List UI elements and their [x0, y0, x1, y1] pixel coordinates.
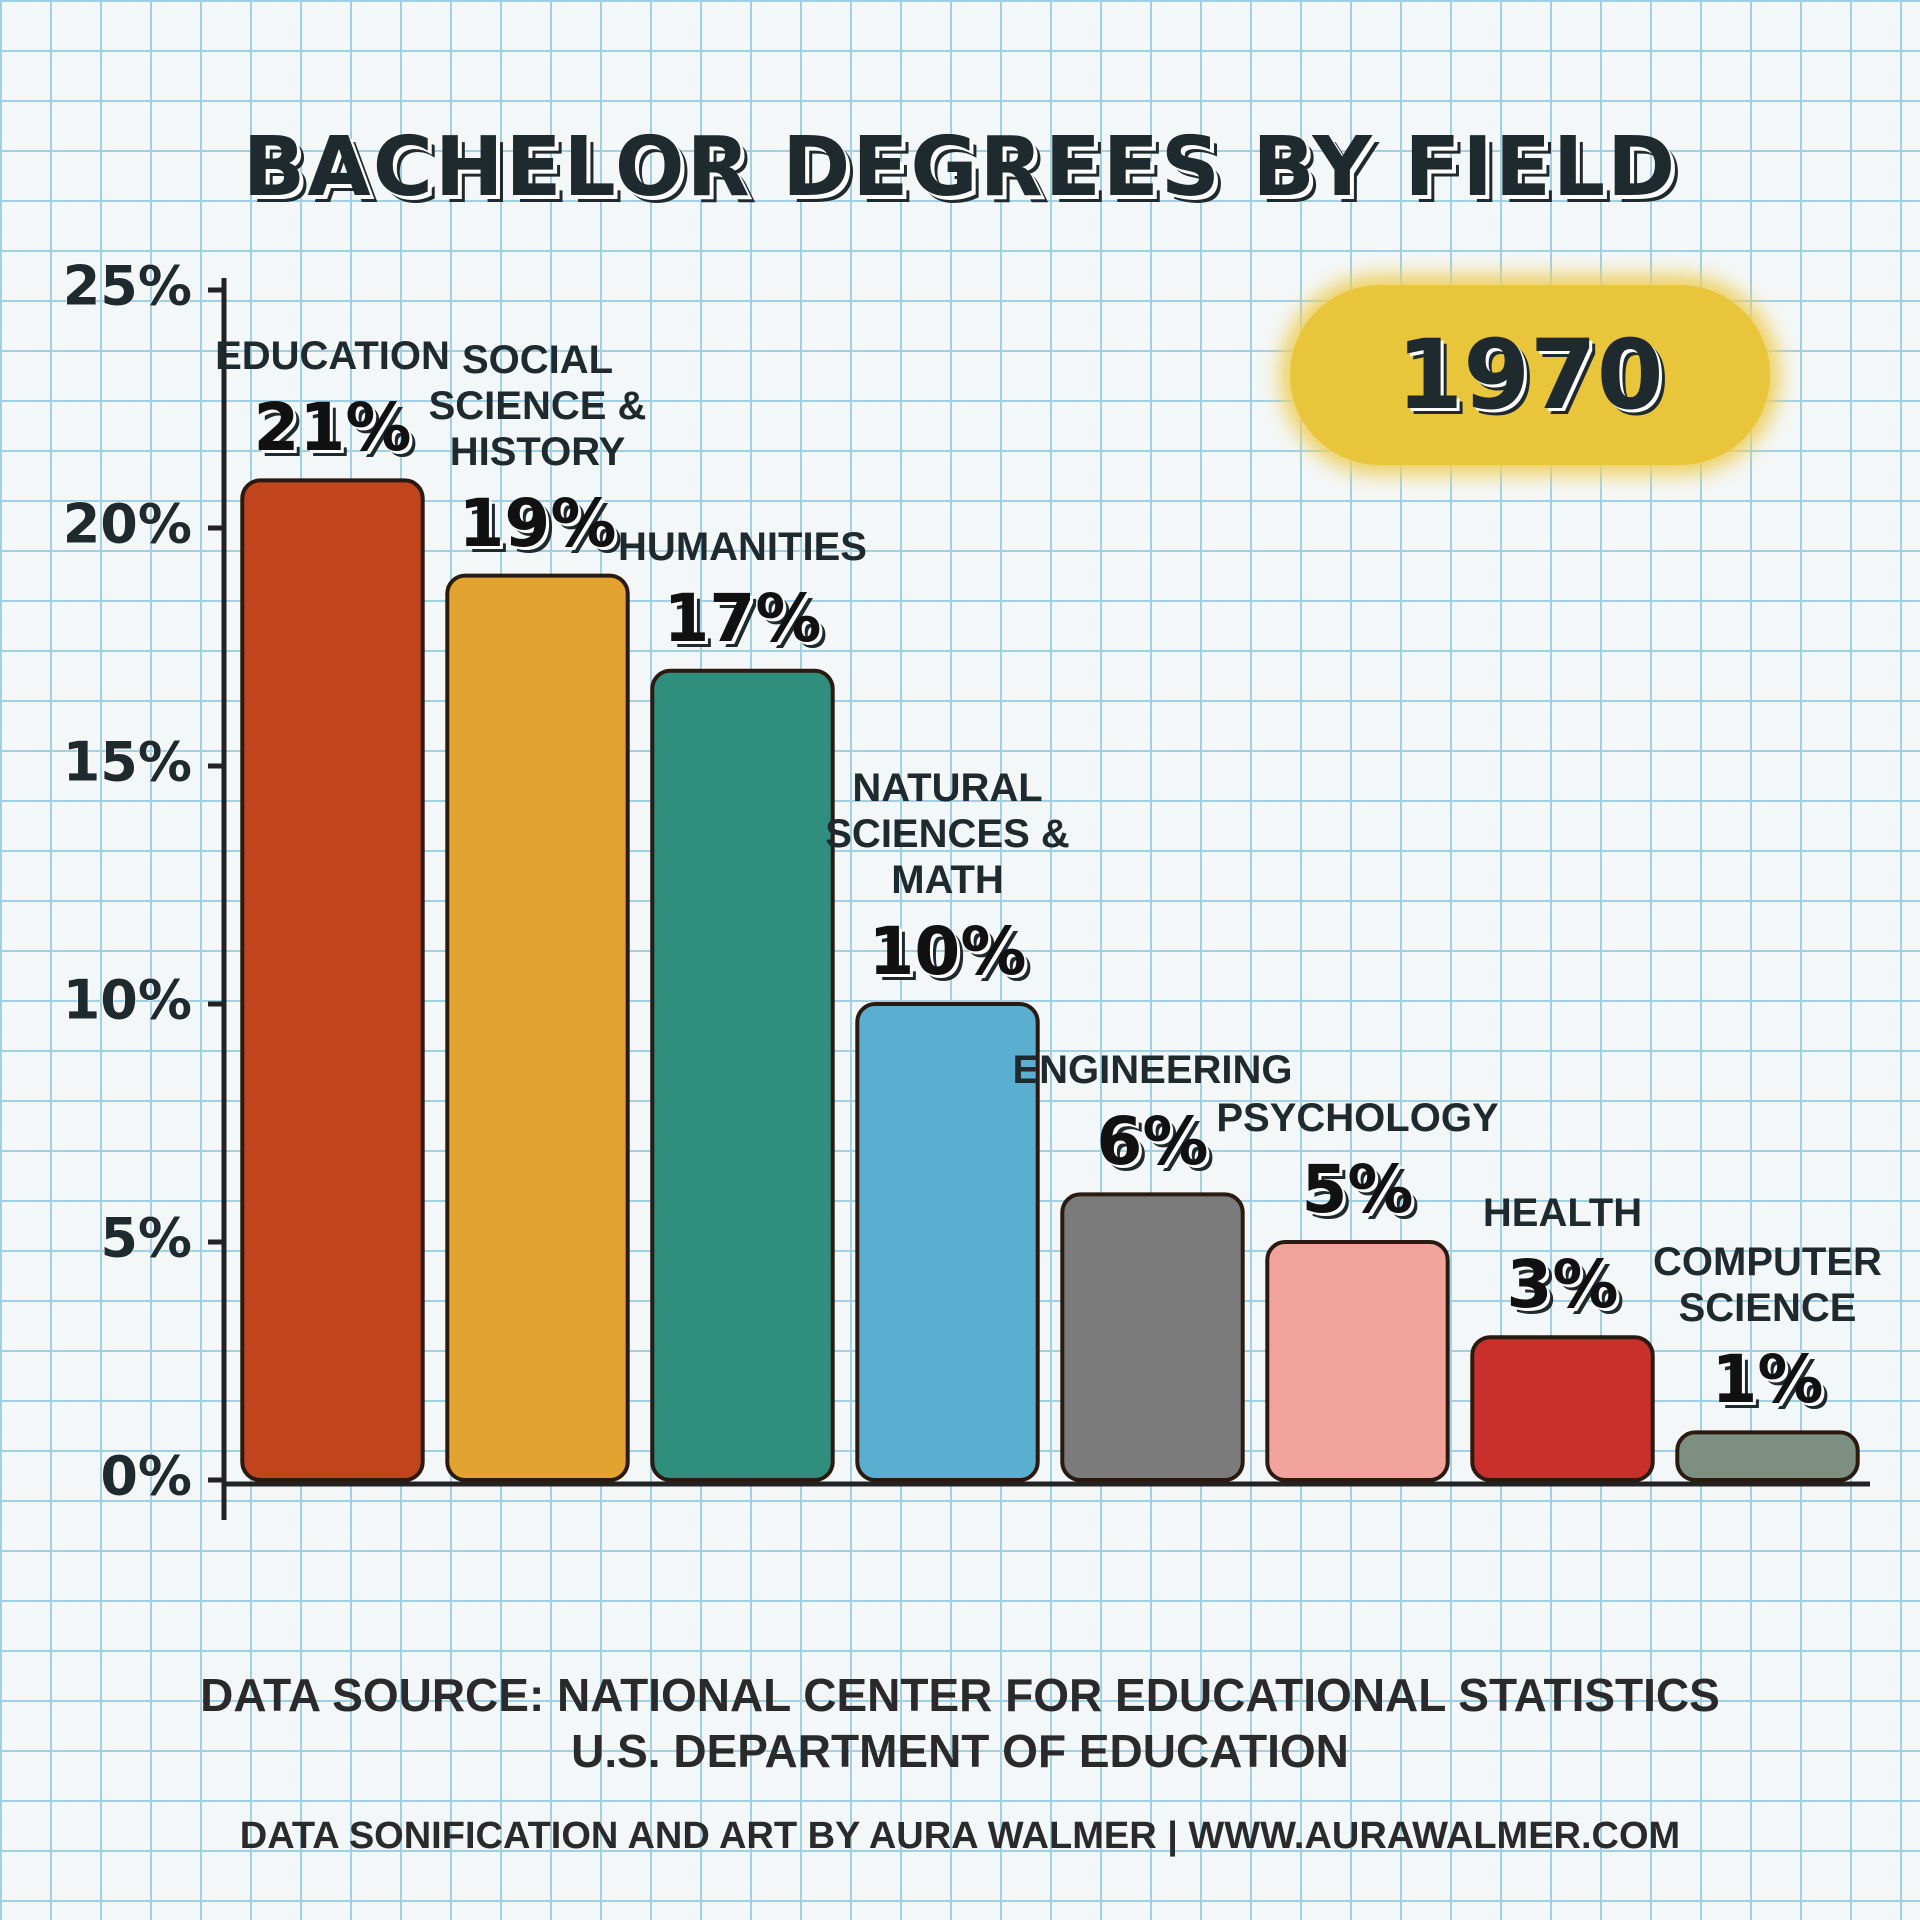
value-label: 19%: [458, 484, 617, 562]
bar-label: ENGINEERING 6%: [988, 1047, 1318, 1180]
y-tick-label: 15%: [63, 731, 192, 794]
bar: [1060, 1192, 1245, 1483]
value-label: 17%: [663, 579, 822, 657]
bar: [1265, 1240, 1450, 1482]
bar-label: COMPUTER SCIENCE 1%: [1603, 1239, 1920, 1418]
bar-label: NATURAL SCIENCES & MATH 10%: [783, 765, 1113, 990]
category-label: COMPUTER SCIENCE: [1653, 1240, 1882, 1331]
value-label: 10%: [868, 913, 1027, 990]
value-label: 5%: [1301, 1151, 1414, 1228]
y-tick-label: 25%: [63, 255, 192, 318]
bar: [1675, 1430, 1860, 1483]
source-line: U.S. DEPARTMENT OF EDUCATION: [571, 1725, 1349, 1777]
bar: [855, 1002, 1040, 1482]
category-label: SOCIAL SCIENCE & HISTORY: [428, 337, 647, 474]
bar-label: HUMANITIES 17%: [578, 524, 908, 657]
category-label: PSYCHOLOGY: [1216, 1096, 1499, 1140]
y-tick-label: 20%: [63, 493, 192, 556]
category-label: HEALTH: [1482, 1191, 1643, 1236]
bar: [650, 668, 835, 1482]
value-label: 21%: [253, 389, 412, 467]
value-label: 1%: [1711, 1341, 1824, 1419]
value-label: 6%: [1096, 1103, 1209, 1181]
category-label: ENGINEERING: [1012, 1048, 1293, 1093]
year-badge: 1970: [1290, 285, 1770, 465]
y-tick-label: 0%: [100, 1445, 192, 1508]
year-label: 1970: [1396, 319, 1664, 431]
y-tick-label: 5%: [100, 1207, 192, 1270]
category-label: EDUCATION: [215, 334, 450, 379]
bar: [1470, 1335, 1655, 1482]
credit: DATA SONIFICATION AND ART BY AURA WALMER…: [239, 1815, 1681, 1857]
category-label: NATURAL SCIENCES & MATH: [825, 766, 1070, 902]
bar-label: SOCIAL SCIENCE & HISTORY 19%: [373, 337, 703, 562]
bar: [445, 573, 630, 1482]
value-label: 3%: [1506, 1246, 1619, 1324]
bar-label: HEALTH 3%: [1398, 1190, 1728, 1323]
bar-label: EDUCATION 21%: [168, 333, 498, 466]
bar-label: PSYCHOLOGY 5%: [1193, 1095, 1523, 1228]
source-line: DATA SOURCE: NATIONAL CENTER FOR EDUCATI…: [200, 1669, 1720, 1721]
y-tick-label: 10%: [63, 969, 192, 1032]
chart-title: BACHELOR DEGREES BY FIELD: [242, 120, 1678, 215]
bar: [240, 478, 425, 1482]
category-label: HUMANITIES: [618, 524, 867, 569]
